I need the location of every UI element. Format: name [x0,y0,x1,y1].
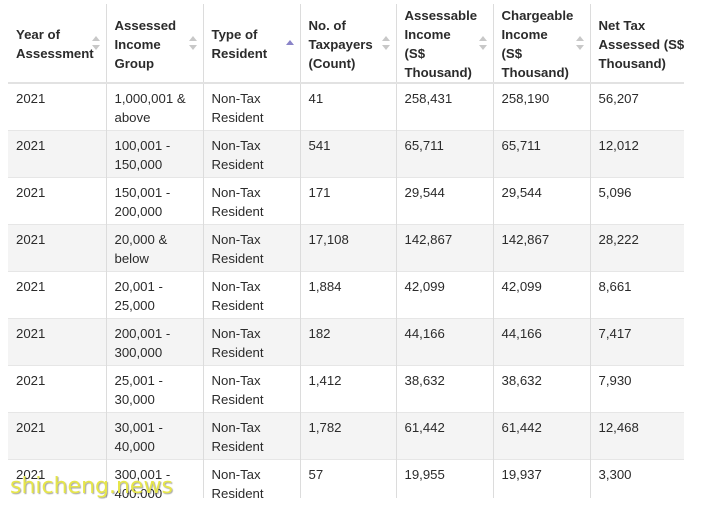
column-header[interactable]: Assessed Income Group [105,4,203,84]
sort-icon[interactable] [91,36,100,50]
sort-icon[interactable] [478,36,487,50]
column-header-label: Net Tax Assessed (S$ Thousand) [598,17,685,71]
column-header[interactable]: Year of Assessment [8,4,106,84]
column-header[interactable]: Net Tax Assessed (S$ Thousand) [589,4,685,84]
table-header-row: Year of Assessment Assessed Income Group T… [8,4,685,84]
table-cell: Non-Tax Resident [202,176,300,224]
table-row: 2021 300,001 - 400,000 Non-Tax Resident 57 1… [8,458,684,498]
table-cell: 142,867 [492,223,590,271]
table-cell: 1,782 [299,411,396,459]
table-cell: 200,001 - 300,000 [105,317,203,365]
table-cell: 8,661 [589,270,684,318]
table-cell: 42,099 [492,270,590,318]
column-header[interactable]: Type of Resident [202,4,300,84]
table-cell: 19,955 [395,458,493,498]
table-cell: 57 [299,458,396,498]
table-cell: Non-Tax Resident [202,458,300,498]
table-cell: 38,632 [395,364,493,412]
column-header-label: Type of Resident [211,27,268,61]
table-cell: 541 [299,129,396,177]
table-cell: 44,166 [492,317,590,365]
table-cell: 25,001 - 30,000 [105,364,203,412]
table-cell: 182 [299,317,396,365]
table-cell: 3,300 [589,458,684,498]
table-cell: 56,207 [589,82,684,130]
table-cell: Non-Tax Resident [202,82,300,130]
table-cell: 2021 [8,364,106,412]
table-cell: 29,544 [395,176,493,224]
sort-icon[interactable] [575,36,584,50]
table-cell: 2021 [8,458,106,498]
table-cell: 2021 [8,317,106,365]
table-cell: 150,001 - 200,000 [105,176,203,224]
table-cell: 1,884 [299,270,396,318]
table-cell: 28,222 [589,223,684,271]
column-header-label: Assessable Income (S$ Thousand) [404,8,478,80]
table-cell: 19,937 [492,458,590,498]
column-header[interactable]: No. of Taxpayers (Count) [299,4,396,84]
table-cell: 2021 [8,411,106,459]
table-cell: Non-Tax Resident [202,364,300,412]
table-cell: 29,544 [492,176,590,224]
table-cell: 41 [299,82,396,130]
column-header-label: Year of Assessment [16,27,94,61]
table-cell: 42,099 [395,270,493,318]
table-cell: 2021 [8,223,106,271]
table-cell: 1,000,001 & above [105,82,203,130]
table-row: 2021 150,001 - 200,000 Non-Tax Resident 171… [8,176,684,224]
table-row: 2021 100,001 - 150,000 Non-Tax Resident 541… [8,129,684,177]
table-cell: Non-Tax Resident [202,317,300,365]
column-header[interactable]: Chargeable Income (S$ Thousand) [492,4,590,84]
table-cell: Non-Tax Resident [202,411,300,459]
table-cell: 20,001 - 25,000 [105,270,203,318]
table-cell: 258,190 [492,82,590,130]
table-row: 2021 25,001 - 30,000 Non-Tax Resident 1,412… [8,364,684,412]
table-cell: Non-Tax Resident [202,270,300,318]
table-body: 2021 1,000,001 & above Non-Tax Resident 41 2… [8,82,684,498]
table-cell: Non-Tax Resident [202,129,300,177]
table-cell: 100,001 - 150,000 [105,129,203,177]
table-cell: 2021 [8,129,106,177]
table-row: 2021 20,000 & below Non-Tax Resident 17,108… [8,223,684,271]
table-cell: 12,468 [589,411,684,459]
table-cell: 44,166 [395,317,493,365]
table-cell: 20,000 & below [105,223,203,271]
column-header[interactable]: Assessable Income (S$ Thousand) [395,4,493,84]
table-cell: 30,001 - 40,000 [105,411,203,459]
table-cell: 7,930 [589,364,684,412]
table-cell: 171 [299,176,396,224]
column-header-label: No. of Taxpayers (Count) [308,17,373,71]
table-cell: 65,711 [492,129,590,177]
table-cell: 7,417 [589,317,684,365]
sort-icon[interactable] [188,36,197,50]
table-row: 2021 200,001 - 300,000 Non-Tax Resident 182… [8,317,684,365]
sort-ascending-icon[interactable] [285,36,294,50]
table-cell: 142,867 [395,223,493,271]
table-cell: 2021 [8,82,106,130]
table-cell: 65,711 [395,129,493,177]
table-cell: 61,442 [395,411,493,459]
table-cell: 2021 [8,270,106,318]
table-cell: 258,431 [395,82,493,130]
table-cell: 12,012 [589,129,684,177]
sort-icon[interactable] [381,36,390,50]
table-cell: 2021 [8,176,106,224]
column-header-label: Assessed Income Group [114,17,177,71]
tax-data-table: Year of Assessment Assessed Income Group T… [8,4,684,498]
column-header-label: Chargeable Income (S$ Thousand) [501,8,574,80]
table-row: 2021 1,000,001 & above Non-Tax Resident 41 2… [8,82,684,130]
data-table-container: Year of Assessment Assessed Income Group T… [8,4,684,498]
table-row: 2021 30,001 - 40,000 Non-Tax Resident 1,782… [8,411,684,459]
table-cell: 1,412 [299,364,396,412]
table-cell: 17,108 [299,223,396,271]
table-cell: 5,096 [589,176,684,224]
table-row: 2021 20,001 - 25,000 Non-Tax Resident 1,884… [8,270,684,318]
table-cell: 61,442 [492,411,590,459]
table-cell: 38,632 [492,364,590,412]
table-cell: 300,001 - 400,000 [105,458,203,498]
table-cell: Non-Tax Resident [202,223,300,271]
